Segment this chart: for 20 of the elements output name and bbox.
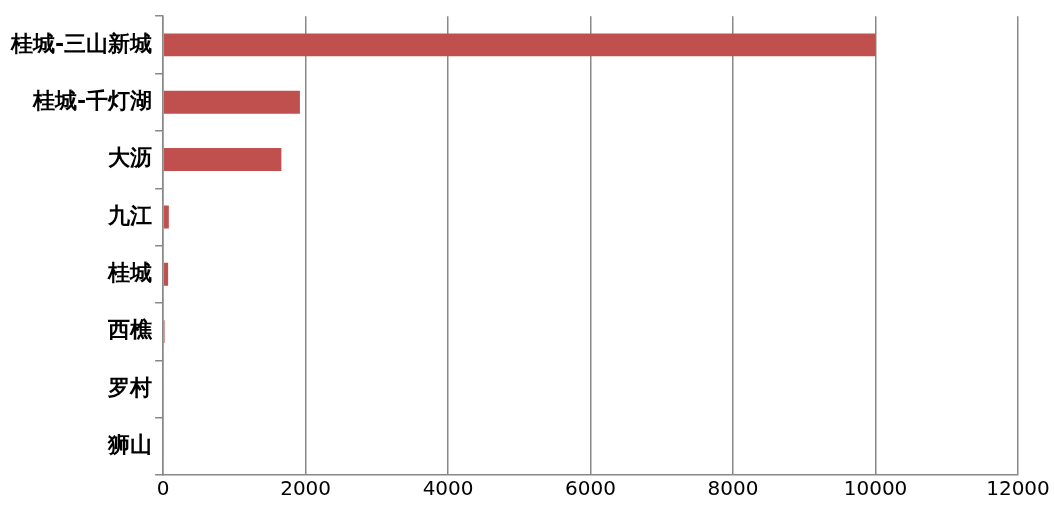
y-tick-label: 狮山 — [107, 432, 153, 458]
y-tick-label: 罗村 — [107, 374, 153, 400]
y-tick-label: 桂城-三山新城 — [9, 30, 153, 56]
x-tick-label: 8000 — [707, 476, 759, 501]
bar — [163, 148, 282, 172]
bar — [163, 33, 876, 57]
x-tick-label: 6000 — [565, 476, 617, 501]
y-tick-label: 西樵 — [107, 317, 154, 343]
y-tick-label: 桂城 — [107, 259, 153, 285]
x-tick-label: 0 — [156, 476, 170, 501]
y-tick-label: 大沥 — [108, 145, 153, 171]
y-tick-label: 九江 — [107, 202, 153, 228]
bar — [163, 90, 300, 114]
bar — [163, 262, 169, 286]
y-tick-label: 桂城-千灯湖 — [31, 87, 153, 113]
x-tick-label: 4000 — [422, 476, 474, 501]
bar — [163, 205, 169, 229]
x-tick-label: 2000 — [280, 476, 332, 501]
x-tick-label: 10000 — [843, 476, 908, 501]
x-tick-label: 12000 — [986, 476, 1050, 501]
